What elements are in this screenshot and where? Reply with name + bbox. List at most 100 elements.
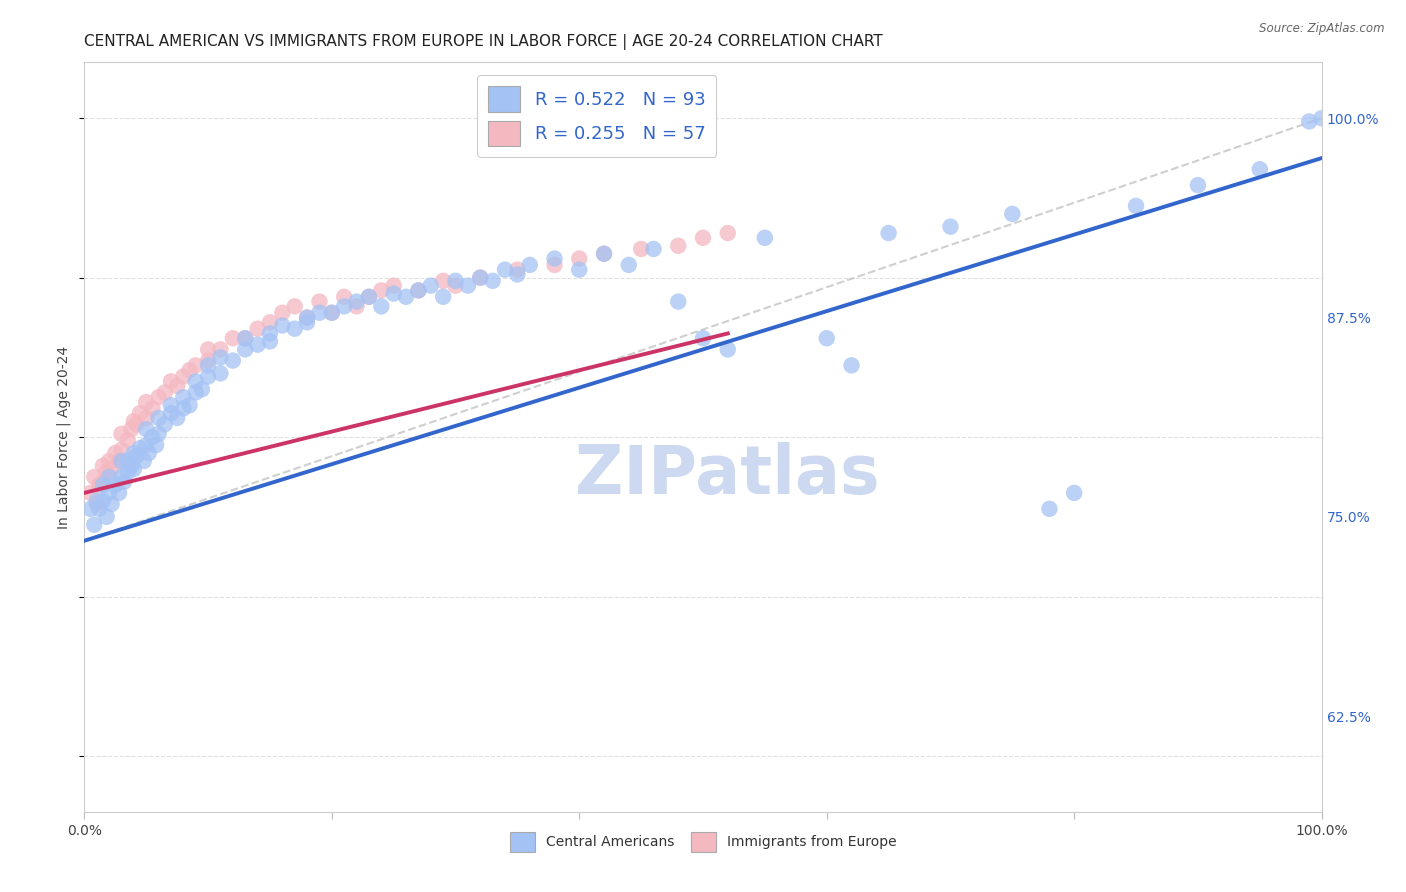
Point [179, 363, 201, 377]
Point [148, 390, 170, 404]
Point [259, 315, 281, 329]
Point [153, 417, 176, 432]
Point [259, 334, 281, 349]
Point [259, 326, 281, 341]
Point [117, 434, 139, 448]
Point [519, 258, 541, 272]
Point [939, 219, 962, 234]
Point [1310, 112, 1333, 126]
Point [172, 369, 194, 384]
Point [432, 274, 454, 288]
Point [470, 270, 492, 285]
Legend: Central Americans, Immigrants from Europe: Central Americans, Immigrants from Europ… [503, 827, 903, 857]
Point [197, 353, 219, 368]
Point [148, 411, 170, 425]
Point [246, 337, 269, 351]
Point [543, 252, 565, 266]
Point [617, 258, 640, 272]
Point [104, 446, 127, 460]
Point [83, 470, 105, 484]
Point [1063, 486, 1085, 500]
Point [166, 379, 188, 393]
Point [357, 290, 380, 304]
Point [191, 382, 214, 396]
Text: ZIPatlas: ZIPatlas [575, 442, 880, 508]
Point [506, 268, 529, 282]
Point [122, 446, 145, 460]
Point [233, 343, 256, 357]
Point [153, 385, 176, 400]
Point [494, 262, 516, 277]
Point [333, 290, 356, 304]
Point [692, 231, 714, 245]
Point [110, 426, 132, 441]
Point [233, 331, 256, 345]
Point [408, 284, 430, 298]
Point [444, 274, 467, 288]
Point [91, 475, 114, 489]
Point [643, 242, 665, 256]
Point [122, 462, 145, 476]
Point [395, 290, 418, 304]
Point [209, 351, 232, 365]
Point [91, 458, 114, 473]
Point [91, 478, 114, 492]
Point [86, 493, 108, 508]
Point [129, 442, 152, 456]
Point [141, 401, 163, 416]
Point [83, 517, 105, 532]
Point [666, 239, 689, 253]
Point [246, 321, 269, 335]
Point [141, 430, 163, 444]
Point [1187, 178, 1209, 193]
Point [89, 501, 111, 516]
Point [91, 493, 114, 508]
Point [233, 331, 256, 345]
Point [138, 446, 160, 460]
Point [125, 449, 148, 463]
Point [284, 321, 307, 335]
Point [135, 395, 157, 409]
Point [1038, 501, 1060, 516]
Point [222, 331, 245, 345]
Point [160, 406, 183, 420]
Point [209, 367, 232, 381]
Point [444, 278, 467, 293]
Point [197, 359, 219, 373]
Point [295, 315, 318, 329]
Point [179, 398, 201, 412]
Point [96, 465, 118, 479]
Point [112, 475, 135, 489]
Point [135, 438, 157, 452]
Point [108, 454, 131, 468]
Point [1298, 114, 1320, 128]
Point [184, 385, 207, 400]
Point [160, 374, 183, 388]
Point [122, 414, 145, 428]
Point [89, 478, 111, 492]
Point [104, 478, 127, 492]
Point [717, 226, 740, 240]
Point [100, 462, 122, 476]
Point [209, 343, 232, 357]
Point [470, 270, 492, 285]
Point [98, 486, 121, 500]
Point [666, 294, 689, 309]
Point [382, 286, 405, 301]
Point [110, 442, 132, 457]
Point [543, 258, 565, 272]
Point [295, 310, 318, 325]
Point [568, 252, 591, 266]
Point [419, 278, 441, 293]
Point [108, 486, 131, 500]
Point [132, 454, 155, 468]
Point [481, 274, 503, 288]
Point [841, 359, 863, 373]
Point [110, 454, 132, 468]
Point [692, 331, 714, 345]
Point [370, 284, 392, 298]
Point [370, 299, 392, 313]
Point [382, 278, 405, 293]
Point [129, 406, 152, 420]
Point [148, 426, 170, 441]
